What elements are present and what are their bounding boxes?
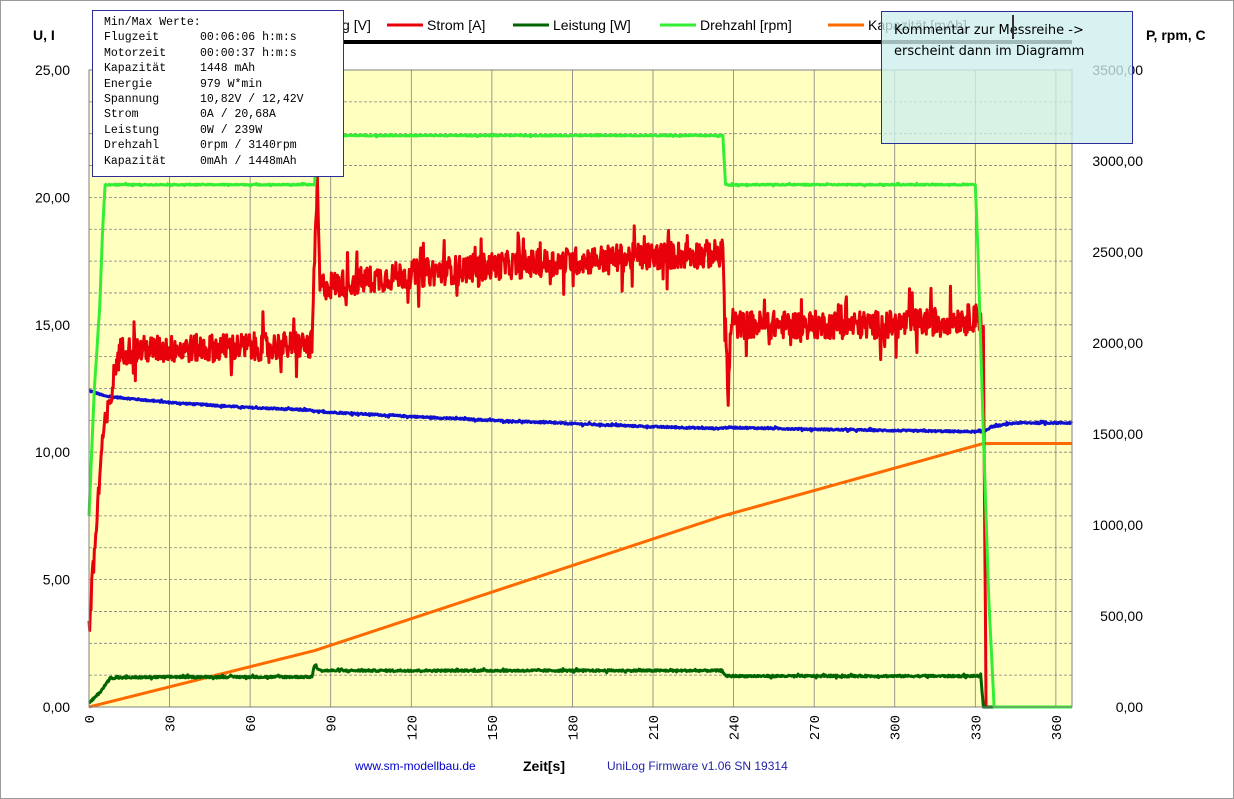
stats-value: 0W / 239W [200, 123, 263, 137]
series-layer [87, 132, 1074, 709]
stats-value: 1448 mAh [200, 62, 256, 76]
stats-value: 0mAh / 1448mAh [200, 154, 297, 168]
stats-row: Flugzeit 00:06:06 h:m:s [104, 30, 343, 45]
stats-rows: Flugzeit 00:06:06 h:m:s Motorzeit 00:00:37 … [104, 30, 343, 169]
stats-value: 979 W*min [200, 77, 263, 91]
left-tick-label: 25,00 [35, 62, 70, 78]
min-max-stats-box: Min/Max Werte: Flugzeit 00:06:06 h:m:s Mot… [92, 10, 344, 177]
x-tick-label: 150 [486, 715, 502, 740]
legend: Spannung [V]Strom [A]Leistung [W]Drehzah… [246, 17, 967, 33]
legend-label: Drehzahl [rpm] [700, 17, 792, 33]
stats-row: Kapazität 0mAh / 1448mAh [104, 154, 343, 169]
stats-row: Spannung 10,82V / 12,42V [104, 92, 343, 107]
stats-label: Spannung [104, 93, 160, 107]
stats-value: 0A / 20,68A [200, 108, 276, 122]
series-line [88, 441, 1073, 709]
stats-header: Min/Max Werte: [104, 16, 201, 29]
stats-value: 00:06:06 h:m:s [200, 31, 297, 45]
stats-row: Drehzahl 0rpm / 3140rpm [104, 138, 343, 153]
stats-row: Kapazität 1448 mAh [104, 61, 343, 76]
x-tick-label: 30 [164, 715, 180, 732]
right-tick-label: 2000,00 [1092, 335, 1143, 351]
x-tick-label: 360 [1050, 715, 1066, 740]
left-tick-label: 10,00 [35, 444, 70, 460]
stats-label: Flugzeit [104, 31, 160, 45]
series-line [88, 388, 1074, 434]
left-tick-label: 5,00 [43, 572, 70, 588]
x-tick-label: 90 [325, 715, 341, 732]
left-tick-label: 0,00 [43, 699, 70, 715]
x-tick-label: 60 [244, 715, 260, 732]
right-tick-label: 1000,00 [1092, 517, 1143, 533]
x-axis-ticks: 0 30 60 90 120 150 180 210 240 270 300 330 360 [83, 715, 1066, 740]
website-link[interactable]: www.sm-modellbau.de [355, 759, 476, 773]
stats-value: 0rpm / 3140rpm [200, 139, 297, 153]
text-cursor [1012, 15, 1014, 39]
stats-label: Drehzahl [104, 139, 160, 153]
right-tick-label: 3000,00 [1092, 153, 1143, 169]
stats-label: Kapazität [104, 154, 167, 168]
legend-label: Leistung [W] [553, 17, 631, 33]
left-axis-title: U, I [33, 27, 55, 43]
stats-row: Strom 0A / 20,68A [104, 107, 343, 122]
stats-label: Strom [104, 108, 139, 122]
x-tick-label: 240 [728, 715, 744, 740]
stats-value: 10,82V / 12,42V [200, 93, 304, 107]
firmware-info: UniLog Firmware v1.06 SN 19314 [607, 759, 788, 773]
x-tick-label: 180 [566, 715, 582, 740]
stats-row: Energie 979 W*min [104, 77, 343, 92]
right-axis-title: P, rpm, C [1146, 27, 1206, 43]
right-tick-label: 0,00 [1116, 699, 1143, 715]
right-tick-label: 1500,00 [1092, 426, 1143, 442]
x-tick-label: 0 [83, 715, 99, 723]
plot-border [88, 69, 1073, 708]
legend-label: Strom [A] [427, 17, 485, 33]
comment-line-1: Kommentar zur Messreihe -> [894, 23, 1084, 38]
right-axis-ticks: 0,00 500,00 1000,00 1500,00 2000,00 2500,00 30… [1092, 62, 1143, 715]
x-axis-title: Zeit[s] [523, 758, 565, 774]
x-tick-label: 210 [647, 715, 663, 740]
series-line [87, 132, 1073, 709]
stats-label: Kapazität [104, 62, 167, 76]
comment-line-2: erscheint dann im Diagramm [894, 44, 1085, 59]
x-tick-label: 330 [969, 715, 985, 740]
x-tick-label: 120 [405, 715, 421, 740]
left-axis-ticks: 0,00 5,00 10,00 15,00 20,00 25,00 [35, 62, 70, 715]
stats-value: 00:00:37 h:m:s [200, 46, 297, 60]
x-tick-label: 270 [808, 715, 824, 740]
left-tick-label: 20,00 [35, 189, 70, 205]
left-tick-label: 15,00 [35, 317, 70, 333]
stats-label: Motorzeit [104, 46, 167, 60]
series-line [88, 663, 1073, 709]
stats-row: Motorzeit 00:00:37 h:m:s [104, 46, 343, 61]
right-tick-label: 500,00 [1100, 608, 1143, 624]
stats-label: Energie [104, 77, 153, 91]
series-line [87, 169, 1073, 709]
stats-label: Leistung [104, 123, 160, 137]
x-tick-label: 300 [889, 715, 905, 740]
comment-box[interactable]: Kommentar zur Messreihe -> erscheint dan… [881, 11, 1133, 144]
stats-row: Leistung 0W / 239W [104, 123, 343, 138]
right-tick-label: 2500,00 [1092, 244, 1143, 260]
